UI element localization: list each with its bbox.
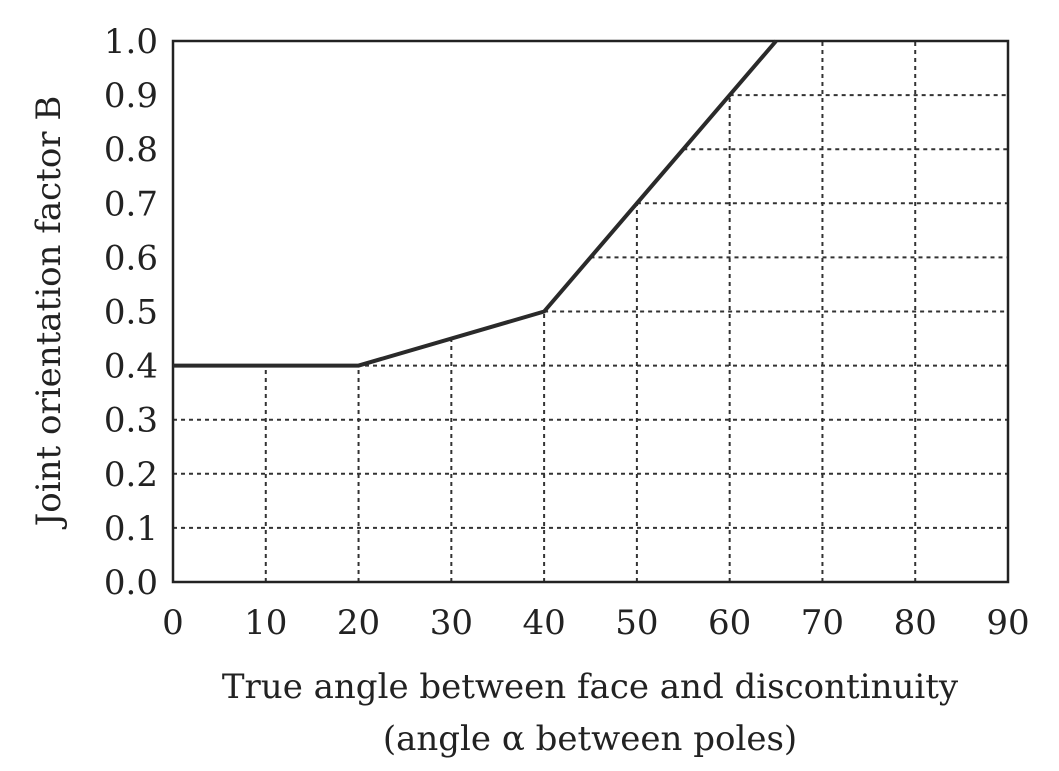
- y-tick-label: 0.1: [104, 509, 158, 549]
- x-tick-labels: 0 10 20 30 40 50 60 70 80 90: [162, 603, 1029, 643]
- x-tick-label: 10: [244, 603, 287, 643]
- x-tick-label: 40: [522, 603, 565, 643]
- y-tick-labels: 0.0 0.1 0.2 0.3 0.4 0.5 0.6 0.7 0.8 0.9 1.0: [104, 22, 158, 603]
- y-tick-label: 0.3: [104, 401, 158, 441]
- y-axis-label: Joint orientation factor B: [29, 96, 69, 530]
- y-tick-label: 0.5: [104, 293, 158, 333]
- x-tick-label: 0: [162, 603, 184, 643]
- y-tick-label: 0.6: [104, 238, 158, 278]
- x-tick-label: 60: [708, 603, 751, 643]
- x-tick-label: 30: [430, 603, 473, 643]
- x-tick-label: 50: [615, 603, 658, 643]
- x-tick-label: 70: [801, 603, 844, 643]
- y-tick-label: 0.8: [104, 130, 158, 170]
- y-tick-label: 0.7: [104, 184, 158, 224]
- grid-lines: [173, 41, 1008, 582]
- y-tick-label: 0.9: [104, 76, 158, 116]
- x-tick-label: 90: [986, 603, 1029, 643]
- x-tick-label: 20: [337, 603, 380, 643]
- y-tick-label: 0.0: [104, 563, 158, 603]
- x-axis-label-line2: (angle α between poles): [383, 719, 797, 759]
- x-axis-label: True angle between face and discontinuit…: [222, 667, 959, 707]
- plot-frame: [171, 39, 1010, 584]
- x-tick-label: 80: [894, 603, 937, 643]
- series-line: [173, 39, 778, 368]
- y-tick-label: 0.4: [104, 347, 158, 387]
- y-tick-label: 1.0: [104, 22, 158, 62]
- y-tick-label: 0.2: [104, 455, 158, 495]
